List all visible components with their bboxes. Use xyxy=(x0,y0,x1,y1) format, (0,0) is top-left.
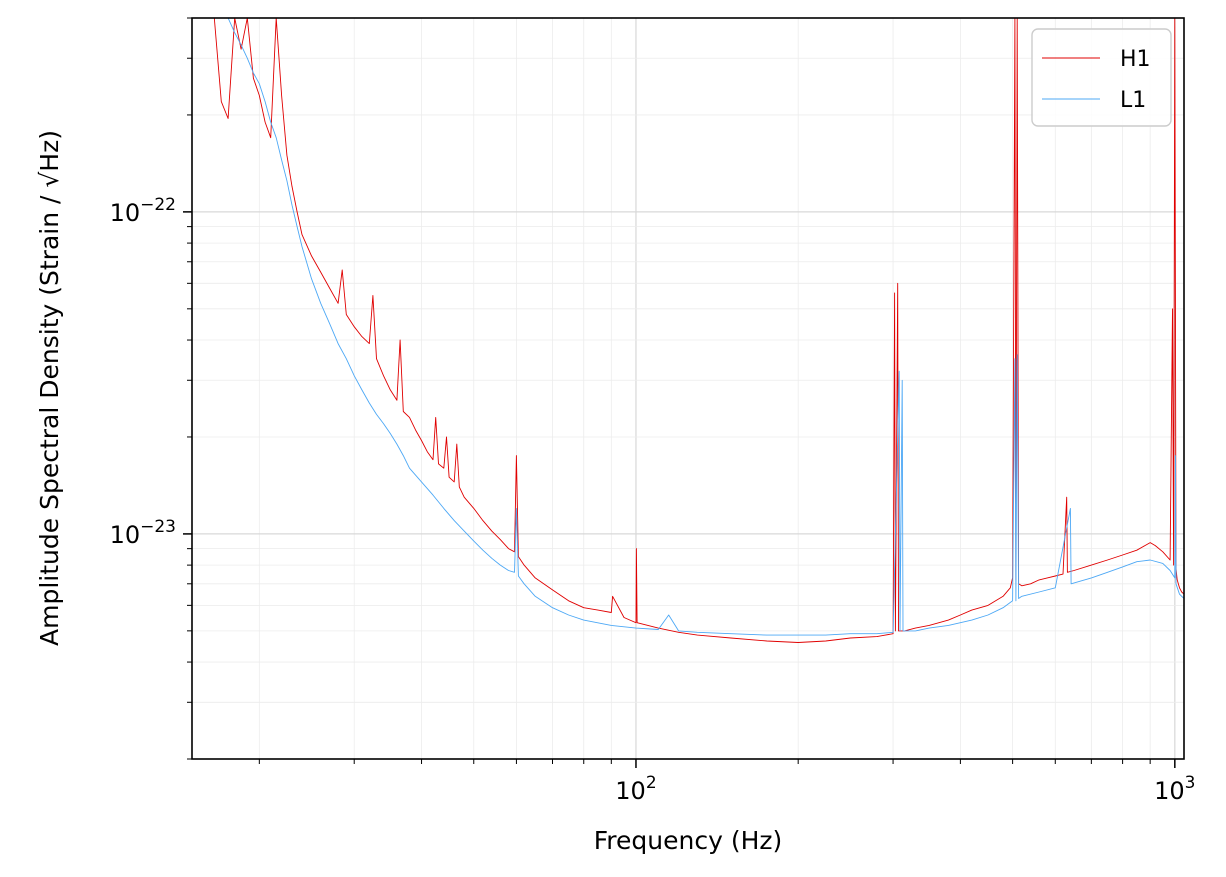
legend-label-h1: H1 xyxy=(1120,47,1151,72)
y-tick-label: 10−23 xyxy=(110,517,176,549)
series-group xyxy=(213,18,1184,643)
x-tick-label: 102 xyxy=(615,773,656,805)
legend: H1 L1 xyxy=(1031,28,1172,127)
y-axis-label: Amplitude Spectral Density (Strain / √Hz… xyxy=(35,130,64,646)
y-tick-label: 10−22 xyxy=(110,195,176,227)
grid xyxy=(192,17,1184,760)
axis-ticks: 102 103 10−23 10−22 xyxy=(110,17,1196,805)
series-line-h1 xyxy=(213,18,1184,643)
legend-box xyxy=(1031,28,1172,127)
x-tick-label: 103 xyxy=(1154,773,1195,805)
series-line-l1 xyxy=(227,18,1184,636)
x-axis-label: Frequency (Hz) xyxy=(594,826,783,855)
legend-label-l1: L1 xyxy=(1120,88,1146,113)
plot-frame xyxy=(191,17,1185,760)
